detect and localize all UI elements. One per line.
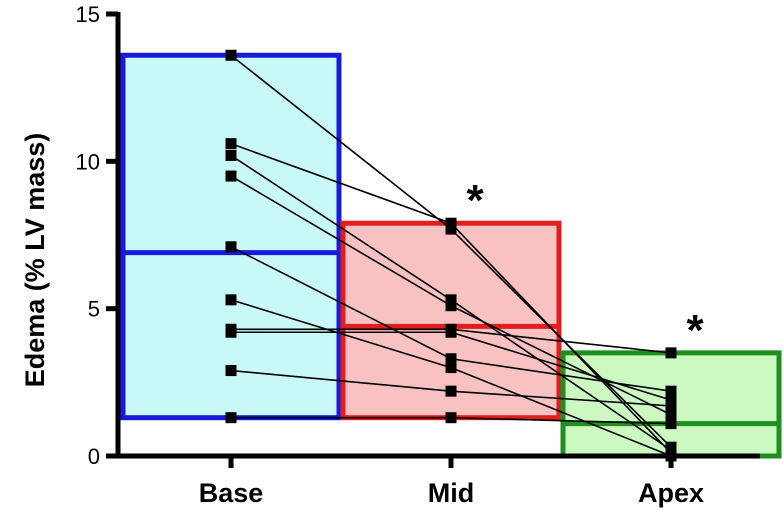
data-point-base-9 [225,365,237,377]
data-point-apex-9 [665,400,677,412]
data-point-base-6 [225,294,237,306]
boxes-layer [120,52,782,459]
y-tick-label-10: 10 [76,149,100,174]
data-point-apex-10 [665,418,677,430]
data-point-mid-5 [445,353,457,365]
data-point-base-2 [225,138,237,150]
x-tick-label-mid: Mid [428,478,475,508]
y-tick-label-0: 0 [88,444,100,469]
data-point-apex-4 [665,409,677,421]
data-point-mid-4 [445,300,457,312]
data-point-mid-1 [445,223,457,235]
x-tick-label-base: Base [199,478,264,508]
data-point-base-10 [225,412,237,424]
y-axis-title: Edema (% LV mass) [20,133,50,388]
data-point-base-8 [225,326,237,338]
data-point-apex-8 [665,394,677,406]
data-point-mid-10 [445,412,457,424]
data-point-base-1 [225,49,237,61]
data-point-base-4 [225,170,237,182]
data-point-apex-5 [665,385,677,397]
data-point-mid-3 [445,294,457,306]
axes-layer: 0 5 10 15 Base Mid Apex * * [76,2,760,508]
significance-asterisk-mid: * [466,176,484,225]
y-tick-label-15: 15 [76,2,100,27]
data-point-apex-3 [665,444,677,456]
data-point-mid-8 [445,326,457,338]
data-point-mid-6 [445,362,457,374]
data-point-mid-9 [445,385,457,397]
significance-asterisk-apex: * [686,306,704,355]
box-mid [340,220,562,421]
data-point-mid-2 [445,217,457,229]
y-tick-label-5: 5 [88,297,100,322]
box-base [120,52,342,421]
data-point-apex-7 [665,347,677,359]
data-point-base-3 [225,149,237,161]
x-tick-label-apex: Apex [638,478,704,508]
data-point-base-5 [225,241,237,253]
data-points-layer [225,49,677,462]
